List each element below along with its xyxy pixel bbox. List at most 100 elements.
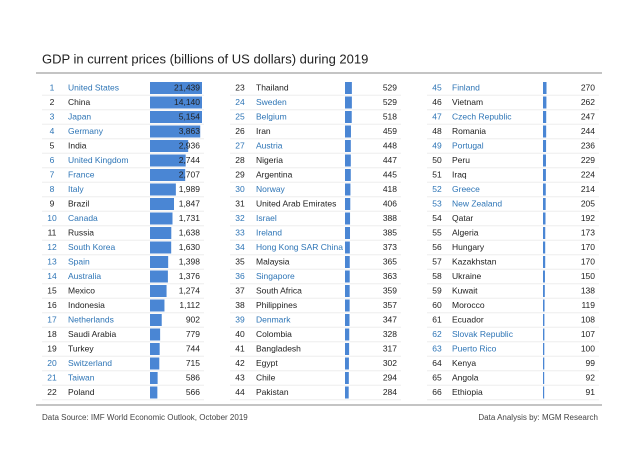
value: 92 [586,372,596,382]
country: Kenya [452,358,476,368]
country: South Korea [68,242,116,252]
bar [150,212,173,225]
rank: 38 [235,300,245,310]
rank: 51 [432,169,442,179]
value: 566 [186,387,200,397]
bar [543,241,546,254]
country: Ecuador [452,314,484,324]
country: Indonesia [68,300,105,310]
bar [345,111,352,123]
rank: 4 [50,126,55,136]
value: 108 [581,314,595,324]
bar [150,111,202,123]
country: Netherlands [68,314,114,324]
value: 529 [383,82,397,92]
country: Austria [256,140,283,150]
rank: 35 [235,256,245,266]
value: 1,731 [179,213,201,223]
country: Ireland [256,227,282,237]
value: 317 [383,343,397,353]
value: 150 [581,271,595,281]
value: 284 [383,387,397,397]
country: Norway [256,184,286,194]
value: 214 [581,184,595,194]
value: 247 [581,111,595,121]
value: 1,630 [179,242,201,252]
country: Kazakhstan [452,256,497,266]
bar [150,169,186,181]
bar [345,343,350,355]
bar [150,241,172,254]
bar [345,154,351,167]
country: Qatar [452,213,473,223]
bar [345,256,350,268]
bar [543,169,546,181]
country: Nigeria [256,155,283,165]
country: Pakistan [256,387,289,397]
bar [150,285,167,297]
value: 91 [586,387,596,397]
value: 779 [186,329,200,339]
bar [543,140,547,152]
country: United States [68,82,119,92]
country: Philippines [256,300,297,310]
country: Iraq [452,169,467,179]
country: Singapore [256,271,295,281]
rank: 58 [432,271,442,281]
country: Algeria [452,227,479,237]
country: Ethiopia [452,387,483,397]
value: 347 [383,314,397,324]
country: Canada [68,213,98,223]
bar [150,256,169,268]
value: 192 [581,213,595,223]
value: 902 [186,314,200,324]
rank: 20 [47,358,57,368]
value: 363 [383,271,397,281]
rank: 37 [235,285,245,295]
country: Finland [452,82,480,92]
bar [543,256,546,268]
bar [150,328,161,341]
value: 262 [581,97,595,107]
value: 373 [383,242,397,252]
value: 744 [186,343,200,353]
bar [543,343,545,355]
value: 236 [581,140,595,150]
rank: 21 [47,372,57,382]
bar [345,299,350,312]
value: 385 [383,227,397,237]
bar [543,372,545,384]
value: 224 [581,169,595,179]
country: Australia [68,271,101,281]
value: 2,707 [179,169,201,179]
value: 445 [383,169,397,179]
bar [150,125,201,138]
rank: 59 [432,285,442,295]
rank: 66 [432,387,442,397]
country: Italy [68,184,84,194]
bar [345,140,351,152]
value: 418 [383,184,397,194]
value: 5,154 [179,111,201,121]
bar [543,314,545,326]
rank: 23 [235,82,245,92]
value: 1,847 [179,198,201,208]
country: Russia [68,227,94,237]
value: 1,274 [179,285,201,295]
rank: 24 [235,97,245,107]
value: 170 [581,242,595,252]
country: Colombia [256,329,292,339]
bar [543,285,545,297]
country: Puerto Rico [452,343,497,353]
bar [150,270,168,283]
bar [345,270,350,283]
bar [543,111,547,123]
country: Japan [68,111,91,121]
bar [345,386,349,399]
value: 302 [383,358,397,368]
country: Denmark [256,314,291,324]
country: Saudi Arabia [68,329,116,339]
bar [345,96,352,109]
value: 586 [186,372,200,382]
rank: 16 [47,300,57,310]
